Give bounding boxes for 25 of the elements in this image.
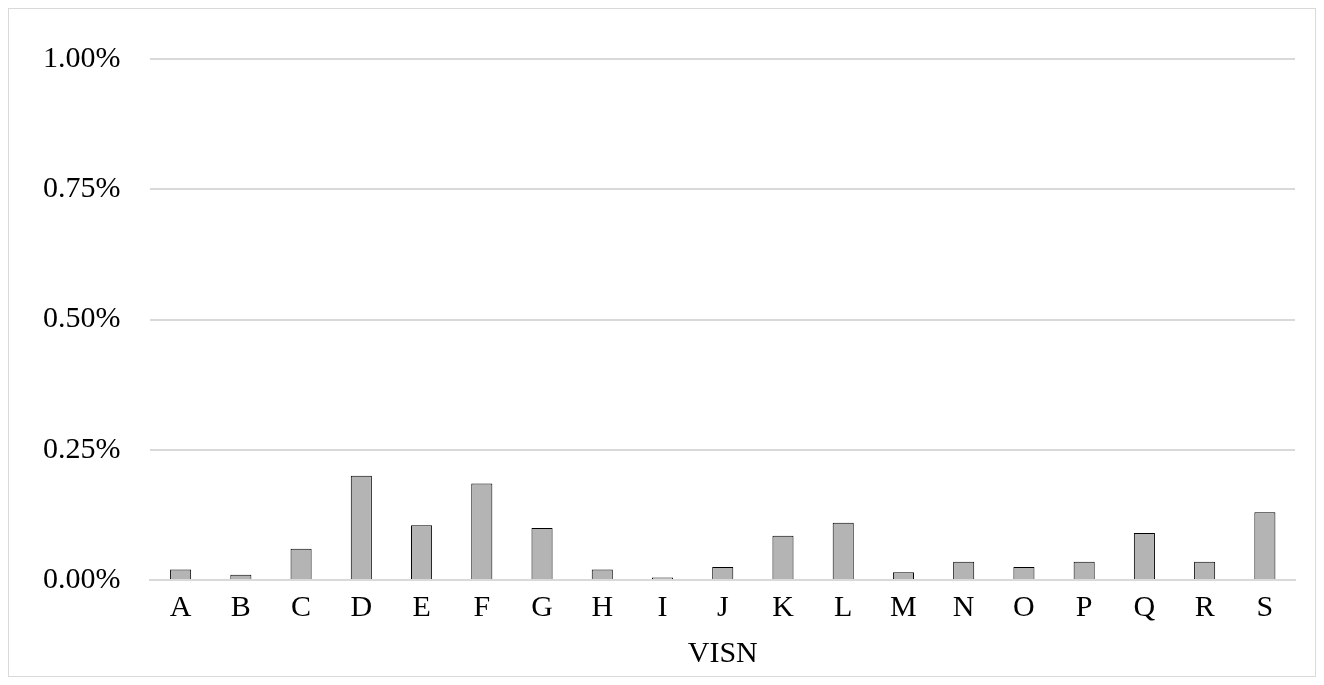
x-tick-label: R [1194,588,1215,622]
x-tick-label: I [657,588,668,622]
x-tick-label: L [834,588,853,622]
y-tick-label: 0.00% [42,560,121,594]
y-tick-label: 0.25% [42,430,121,464]
x-tick-label: D [350,588,373,622]
y-tick-label: 0.50% [42,300,121,334]
x-axis-title: VISN [687,634,758,668]
y-tick-label: 0.75% [42,170,121,204]
x-tick-label: M [890,588,917,622]
x-tick-label: G [531,588,553,622]
x-tick-label: O [1013,588,1035,622]
x-tick-label: N [952,588,975,622]
x-tick-label: A [169,588,192,622]
x-tick-label: B [230,588,251,622]
x-tick-label: H [591,588,614,622]
x-tick-label: F [473,588,491,622]
x-tick-label: P [1075,588,1093,622]
y-tick-label: 1.00% [42,39,121,73]
x-tick-label: C [291,588,312,622]
x-tick-label: K [772,588,795,622]
x-tick-label: S [1256,588,1274,622]
x-tick-label: E [412,588,431,622]
x-tick-label: Q [1133,588,1156,622]
x-tick-label: J [716,588,729,622]
